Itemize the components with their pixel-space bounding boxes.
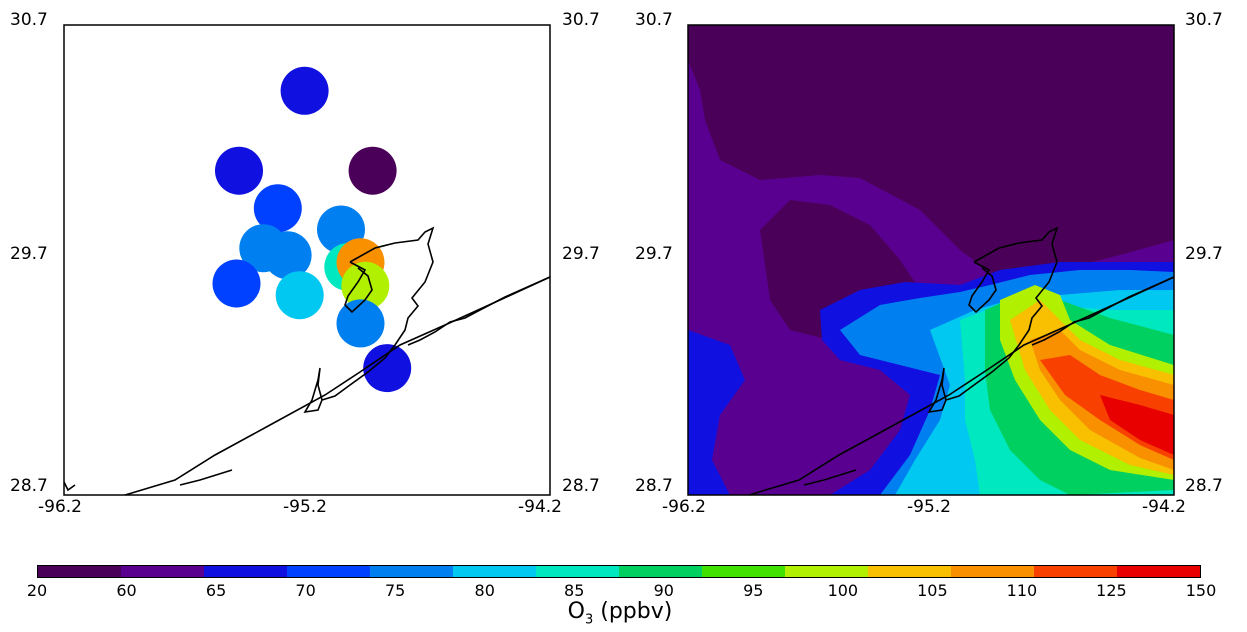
station-marker bbox=[263, 231, 312, 280]
colorbar-tick-label: 90 bbox=[653, 581, 674, 600]
left-lat-label-mid-right: 29.7 bbox=[562, 244, 600, 264]
station-marker bbox=[215, 146, 263, 195]
left-lon-label-west: -96.2 bbox=[38, 497, 82, 517]
colorbar-segment bbox=[204, 566, 287, 577]
model-contour-110 bbox=[1030, 330, 1174, 470]
colorbar-title-unit: (ppbv) bbox=[593, 599, 673, 624]
colorbar-segment bbox=[536, 566, 619, 577]
station-marker bbox=[324, 243, 373, 291]
station-marker bbox=[212, 259, 261, 308]
station-marker bbox=[253, 184, 302, 233]
model-contour-65 bbox=[688, 330, 745, 495]
colorbar-tick-label: 125 bbox=[1096, 581, 1127, 600]
station-marker bbox=[239, 224, 288, 273]
station-marker bbox=[336, 299, 385, 348]
left-lon-label-center: -95.2 bbox=[283, 497, 327, 517]
left-lat-label-top: 30.7 bbox=[10, 10, 48, 30]
station-marker bbox=[363, 344, 412, 393]
colorbar-segment bbox=[951, 566, 1034, 577]
left-lat-label-bottom: 28.7 bbox=[10, 476, 48, 496]
colorbar-segment bbox=[1117, 566, 1200, 577]
colorbar-tick-label: 105 bbox=[917, 581, 948, 600]
colorbar-tick-label: 85 bbox=[564, 581, 585, 600]
colorbar-tick-label: 65 bbox=[205, 581, 227, 600]
right-lat-label-bottom: 28.7 bbox=[635, 476, 673, 496]
model-contour-125 bbox=[1040, 355, 1174, 460]
right-lat-label-mid-right: 29.7 bbox=[1185, 244, 1223, 264]
model-contour-100 bbox=[1000, 285, 1174, 480]
colorbar-segment bbox=[453, 566, 536, 577]
station-marker bbox=[336, 238, 385, 287]
coastline-right bbox=[748, 226, 1175, 496]
colorbar-segment bbox=[868, 566, 951, 577]
colorbar-tick-label: 110 bbox=[1006, 581, 1038, 600]
station-marker bbox=[280, 66, 329, 115]
colorbar-tick-label: 80 bbox=[474, 581, 495, 600]
colorbar-segment bbox=[1034, 566, 1117, 577]
colorbar-segment bbox=[121, 566, 204, 577]
model-contour-90 bbox=[960, 305, 1174, 495]
colorbar-title: O3 (ppbv) bbox=[568, 600, 673, 632]
colorbar-segment bbox=[38, 566, 121, 577]
model-contour-60 bbox=[688, 60, 1174, 495]
station-marker bbox=[348, 146, 397, 195]
right-lat-label-top-right: 30.7 bbox=[1185, 10, 1223, 30]
left-map-frame bbox=[63, 24, 551, 496]
right-map-frame bbox=[687, 24, 1175, 496]
model-contour-150 bbox=[1100, 395, 1174, 455]
model-contour-85 bbox=[895, 290, 1174, 495]
coastline bbox=[63, 226, 551, 496]
station-marker bbox=[341, 261, 390, 310]
colorbar-tick-label: 20 bbox=[26, 581, 48, 600]
colorbar-tick-label: 95 bbox=[743, 581, 764, 600]
left-lat-label-mid: 29.7 bbox=[10, 244, 48, 264]
colorbar-title-main: O bbox=[567, 599, 585, 624]
right-lon-label-east: -94.2 bbox=[1142, 497, 1186, 517]
colorbar-tick-label: 150 bbox=[1185, 581, 1217, 600]
colorbar bbox=[37, 565, 1201, 578]
colorbar-segment bbox=[619, 566, 702, 577]
model-contour-75 bbox=[840, 270, 1174, 495]
station-marker bbox=[275, 271, 324, 320]
colorbar-segment bbox=[785, 566, 868, 577]
left-lon-label-east: -94.2 bbox=[518, 497, 562, 517]
right-lat-label-mid: 29.7 bbox=[635, 244, 673, 264]
right-lat-label-bottom-right: 28.7 bbox=[1185, 476, 1223, 496]
colorbar-title-sub: 3 bbox=[584, 612, 594, 628]
station-marker bbox=[317, 205, 365, 254]
colorbar-tick-label: 100 bbox=[827, 581, 859, 600]
colorbar-segment bbox=[287, 566, 370, 577]
right-lat-label-top: 30.7 bbox=[635, 10, 673, 30]
colorbar-segment bbox=[702, 566, 785, 577]
left-lat-label-top-right: 30.7 bbox=[562, 10, 600, 30]
colorbar-segment bbox=[370, 566, 453, 577]
colorbar-tick-label: 60 bbox=[116, 581, 137, 600]
colorbar-tick-label: 75 bbox=[384, 581, 406, 600]
colorbar-tick-label: 70 bbox=[295, 581, 316, 600]
right-lon-label-center: -95.2 bbox=[907, 497, 951, 517]
model-contour-95 bbox=[985, 295, 1174, 495]
model-contour-105 bbox=[1010, 300, 1174, 475]
right-lon-label-west: -96.2 bbox=[662, 497, 706, 517]
left-lat-label-bottom-right: 28.7 bbox=[562, 476, 600, 496]
